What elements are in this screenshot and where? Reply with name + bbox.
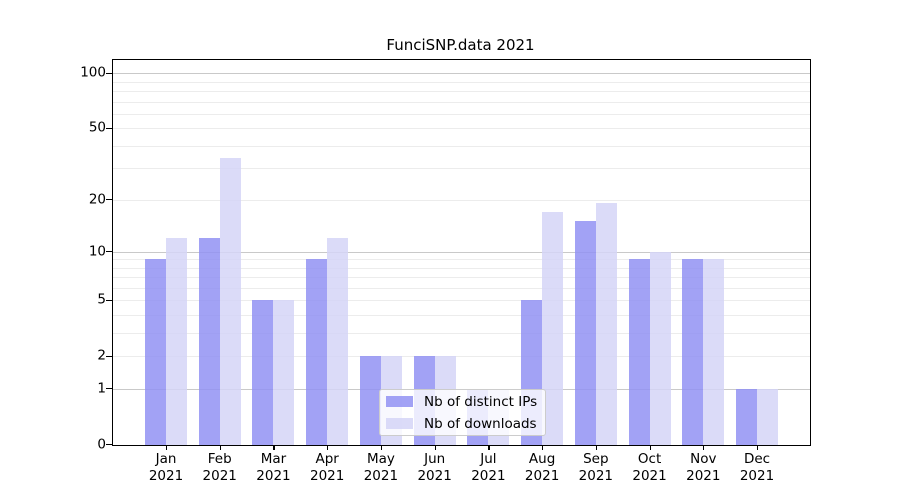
x-axis-tick-year: 2021 [256, 468, 291, 484]
x-axis-tick-year: 2021 [202, 468, 237, 484]
legend: Nb of distinct IPs Nb of downloads [379, 389, 546, 436]
bar-distinct-ips [252, 300, 274, 445]
bar-downloads [219, 158, 241, 445]
x-axis-tick-year: 2021 [632, 468, 667, 484]
minor-gridline [113, 81, 810, 83]
x-axis-tick [703, 444, 705, 450]
x-axis-tick-year: 2021 [686, 468, 721, 484]
x-axis-tick-label: Apr 2021 [297, 451, 357, 485]
bar-distinct-ips [145, 259, 166, 445]
x-axis-tick-label: May 2021 [351, 451, 411, 485]
y-axis-tick [106, 72, 113, 74]
bar-downloads [649, 251, 671, 445]
x-axis-tick [649, 444, 651, 450]
major-gridline [113, 251, 810, 253]
minor-gridline [113, 101, 810, 103]
bar-distinct-ips [736, 388, 758, 445]
legend-label-downloads: Nb of downloads [424, 415, 537, 432]
x-axis-tick-year: 2021 [739, 468, 775, 484]
bar-distinct-ips [574, 221, 596, 445]
bar-distinct-ips [682, 259, 704, 445]
minor-gridline [113, 267, 810, 269]
x-axis-tick-label: Nov 2021 [673, 451, 733, 485]
legend-item-downloads: Nb of downloads [386, 416, 537, 432]
x-axis-tick-year: 2021 [524, 468, 560, 484]
minor-gridline [113, 300, 810, 302]
minor-gridline [113, 199, 810, 201]
y-axis-tick [106, 355, 113, 357]
legend-swatch-distinct-ips [386, 396, 413, 407]
bar-downloads [327, 238, 349, 445]
x-axis-tick [434, 444, 436, 450]
bar-downloads [703, 259, 725, 445]
bar-distinct-ips [198, 238, 220, 445]
chart-title: FunciSNP.data 2021 [386, 36, 535, 54]
y-axis-tick-label: 5 [97, 291, 106, 308]
x-axis-tick-label: Mar 2021 [243, 451, 303, 485]
x-axis-tick-year: 2021 [148, 468, 184, 484]
x-axis-tick-label: Jan 2021 [136, 451, 196, 485]
legend-swatch-downloads [386, 418, 413, 429]
minor-gridline [113, 168, 810, 170]
y-axis-tick-label: 100 [80, 64, 106, 81]
x-axis-tick-year: 2021 [310, 468, 345, 484]
bar-downloads [542, 211, 564, 445]
bar-distinct-ips [628, 259, 650, 445]
x-axis-tick [595, 444, 598, 450]
x-axis-tick [273, 444, 275, 450]
major-gridline [113, 73, 810, 75]
x-axis-tick-label: Dec 2021 [727, 451, 787, 485]
y-axis-tick [106, 299, 113, 301]
x-axis-tick [757, 444, 759, 450]
minor-gridline [113, 287, 810, 289]
y-axis-tick-label: 0 [97, 436, 106, 452]
y-axis-tick [106, 198, 113, 201]
x-axis-tick-year: 2021 [578, 468, 613, 484]
minor-gridline [113, 332, 810, 334]
minor-gridline [113, 128, 810, 130]
x-axis-tick-label: Jul 2021 [458, 451, 518, 485]
y-axis-tick [106, 127, 113, 129]
x-axis-tick [219, 444, 221, 450]
x-axis-tick-label: Sep 2021 [566, 451, 626, 485]
minor-gridline [113, 90, 810, 92]
x-axis-tick-label: Oct 2021 [620, 451, 680, 485]
minor-gridline [113, 259, 810, 261]
x-axis-tick-year: 2021 [417, 468, 452, 484]
x-axis-tick [380, 444, 383, 450]
minor-gridline [113, 356, 810, 358]
x-axis-tick [542, 444, 544, 450]
y-axis-tick-label: 10 [88, 243, 106, 260]
bar-downloads [273, 300, 295, 445]
plot-area: Nb of distinct IPs Nb of downloads Jan 20… [80, 59, 811, 484]
y-axis-tick [106, 388, 113, 390]
bar-distinct-ips [306, 259, 328, 445]
y-axis-tick [106, 250, 113, 253]
x-axis-tick-year: 2021 [363, 468, 399, 484]
bar-distinct-ips [359, 356, 381, 445]
x-axis-tick [166, 444, 168, 450]
bar-downloads [595, 203, 617, 445]
minor-gridline [113, 145, 810, 147]
x-axis-tick-label: Aug 2021 [512, 451, 572, 485]
x-axis-tick-label: Feb 2021 [190, 451, 250, 485]
y-axis-tick-label: 50 [88, 119, 106, 136]
minor-gridline [113, 277, 810, 279]
minor-gridline [113, 113, 810, 115]
legend-label-distinct-ips: Nb of distinct IPs [424, 393, 538, 410]
x-axis-tick-year: 2021 [471, 468, 506, 484]
y-axis-tick-label: 20 [88, 191, 106, 208]
minor-gridline [113, 315, 810, 316]
y-axis-tick-label: 1 [97, 380, 106, 397]
y-axis-tick-label: 2 [97, 347, 106, 364]
legend-item-distinct-ips: Nb of distinct IPs [386, 394, 537, 410]
x-axis-tick-label: Jun 2021 [405, 451, 465, 485]
x-axis-tick [327, 444, 329, 450]
y-axis-tick [106, 443, 113, 446]
x-axis-tick [488, 444, 490, 450]
bar-downloads [166, 238, 187, 445]
bar-downloads [757, 388, 779, 445]
